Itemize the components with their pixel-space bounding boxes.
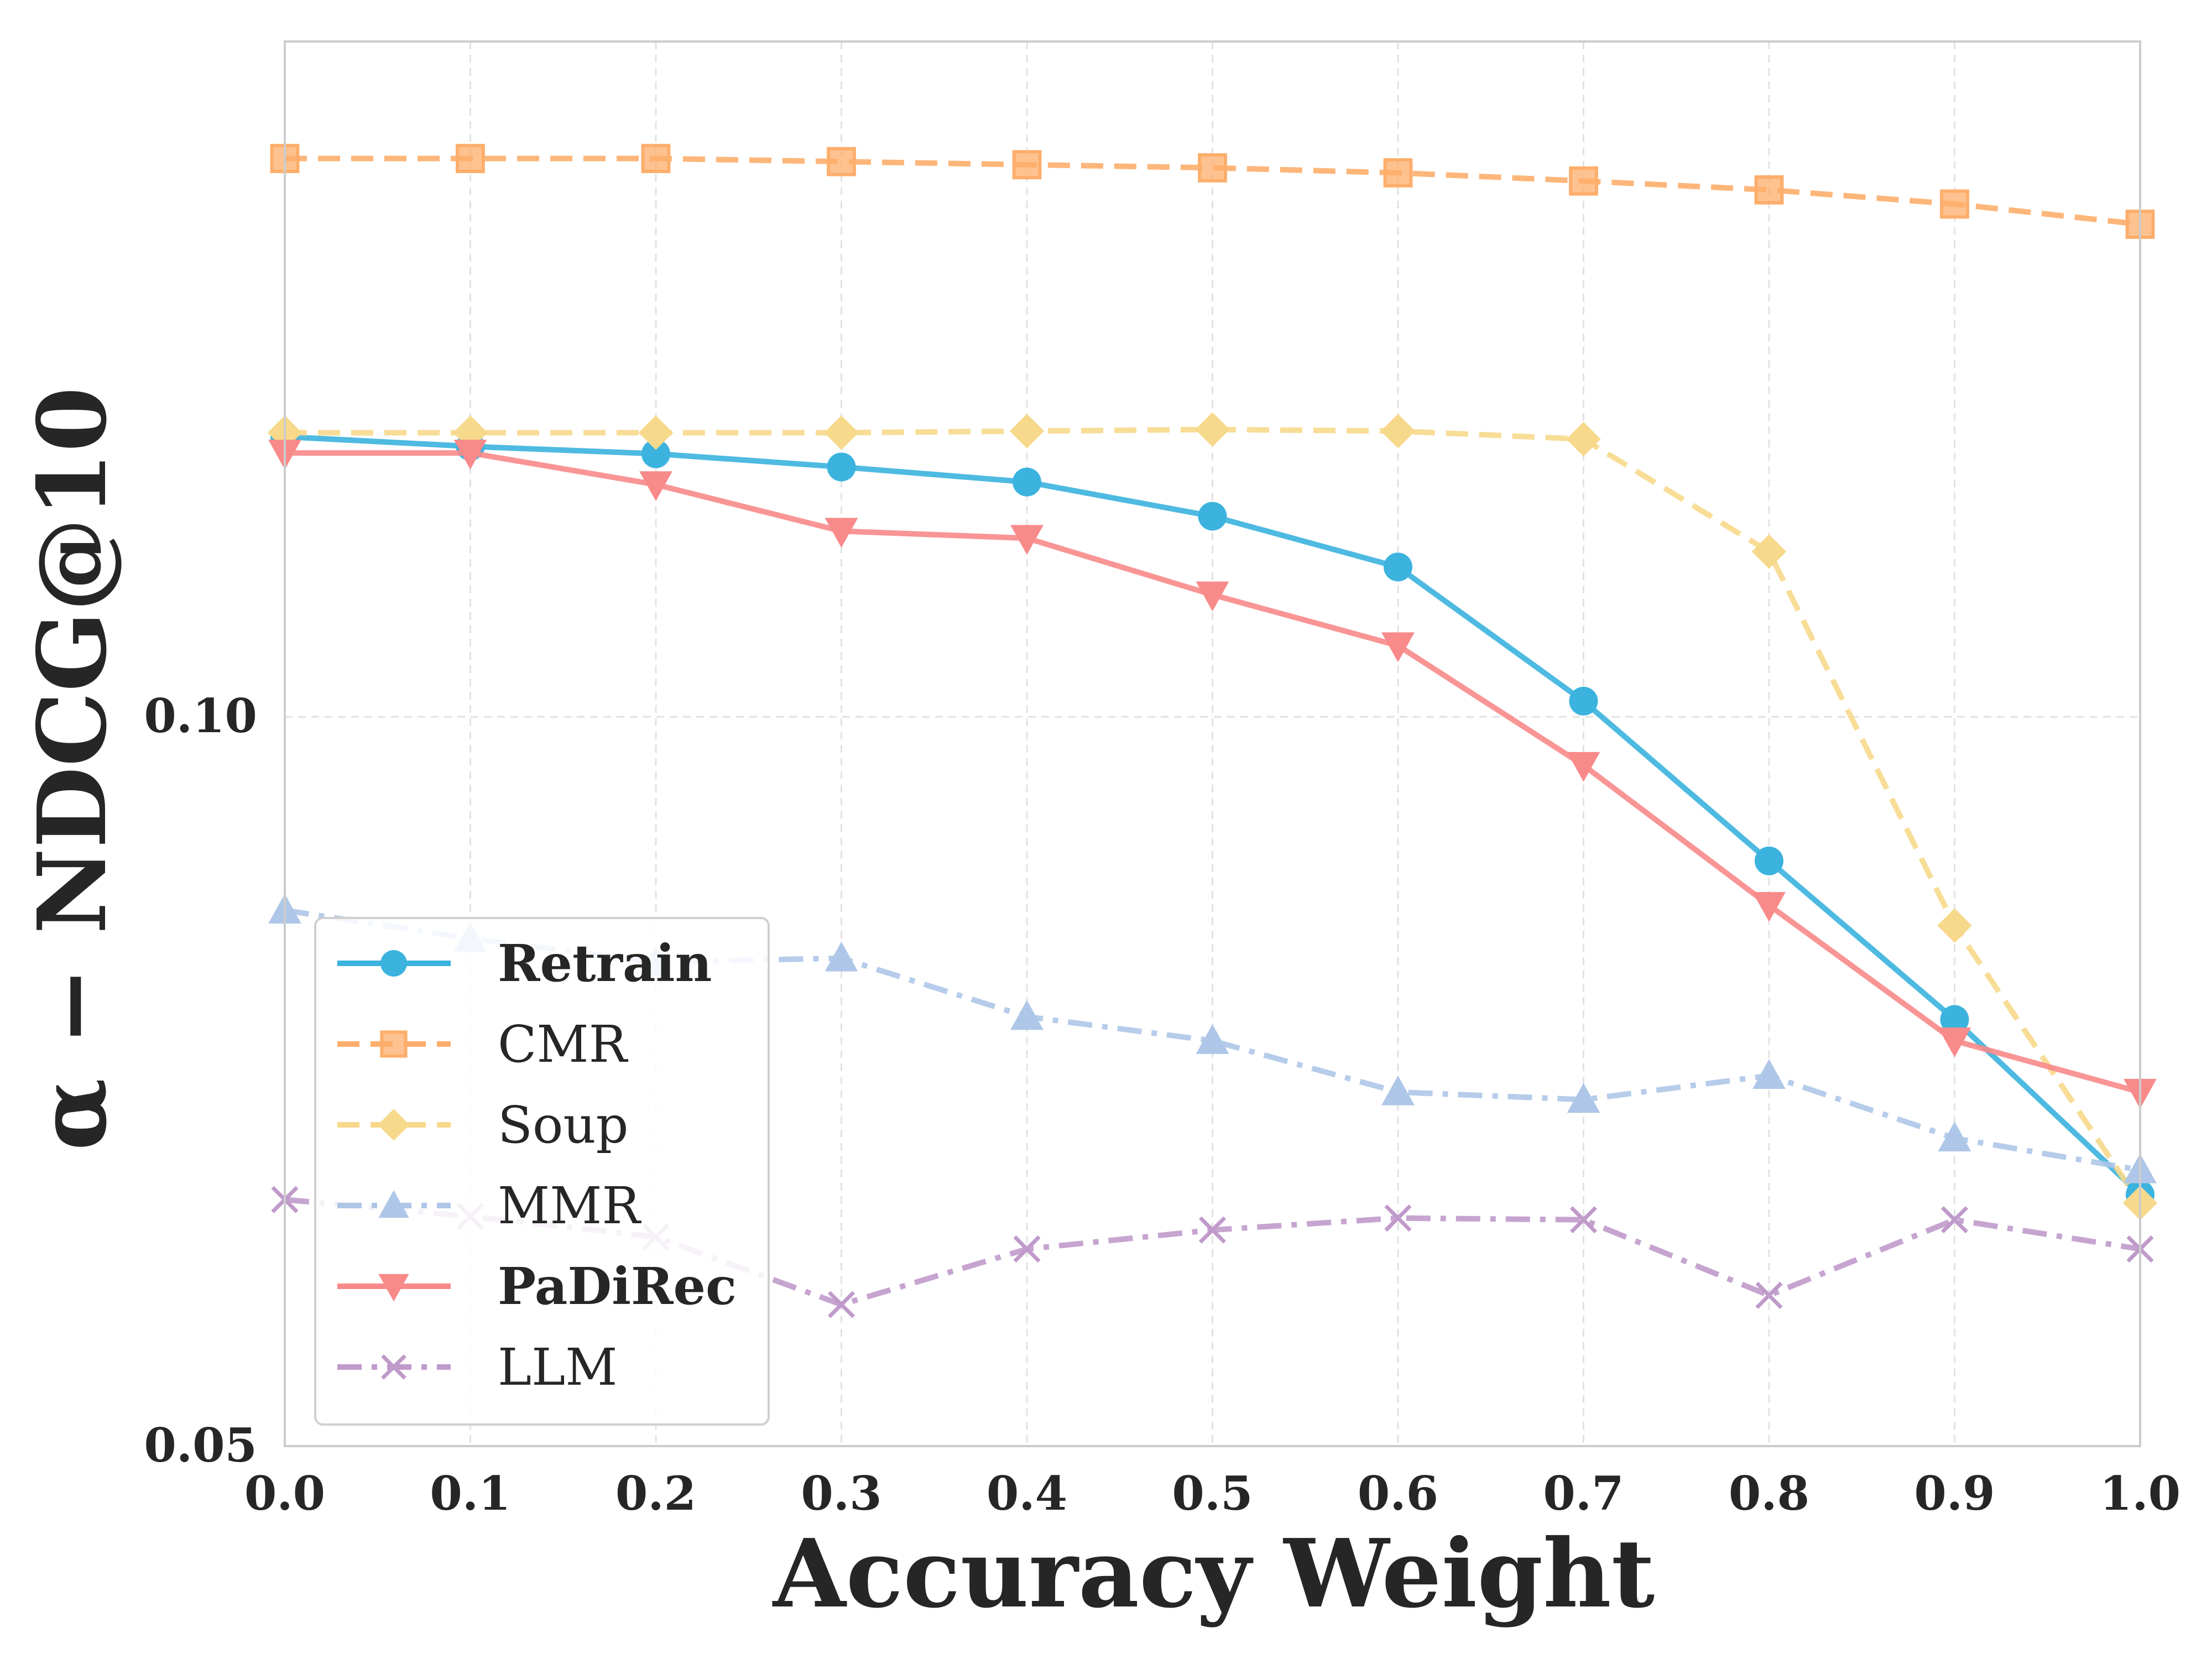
legend-label-soup: Soup bbox=[498, 1095, 629, 1155]
data-point-cmr bbox=[456, 144, 485, 174]
data-point-mmr bbox=[1196, 1024, 1229, 1054]
data-point-padirec bbox=[1196, 581, 1229, 612]
data-point-soup bbox=[1751, 534, 1787, 569]
x-axis-title: Accuracy Weight bbox=[772, 1519, 1655, 1629]
data-point-llm bbox=[1755, 1281, 1783, 1310]
data-point-mmr bbox=[1010, 1000, 1044, 1030]
data-point-retrain bbox=[1569, 686, 1598, 716]
data-point-mmr bbox=[1752, 1059, 1786, 1089]
data-point-cmr bbox=[1012, 150, 1042, 180]
data-point-retrain bbox=[827, 452, 856, 482]
data-point-llm bbox=[1384, 1204, 1412, 1232]
data-point-soup bbox=[1380, 414, 1416, 448]
legend-label-retrain: Retrain bbox=[498, 933, 712, 993]
data-point-padirec bbox=[1752, 892, 1786, 922]
data-point-retrain bbox=[641, 439, 670, 468]
data-point-mmr bbox=[825, 941, 858, 972]
legend-label-padirec: PaDiRec bbox=[498, 1256, 737, 1316]
data-point-padirec bbox=[1938, 1027, 1971, 1057]
series-cmr bbox=[270, 144, 2155, 239]
x-axis-ticks: 0.0 0.1 0.2 0.3 0.4 0.5 0.6 0.7 0.8 0.9 1.0 bbox=[244, 1466, 2180, 1521]
x-tick-label: 0.0 bbox=[244, 1466, 325, 1521]
data-point-soup bbox=[824, 415, 859, 450]
y-tick-label: 0.05 bbox=[144, 1418, 257, 1473]
data-point-soup bbox=[1566, 421, 1601, 457]
data-point-padirec bbox=[1010, 525, 1044, 555]
data-point-soup bbox=[1195, 412, 1230, 447]
legend-box bbox=[314, 917, 770, 1426]
data-point-retrain bbox=[1198, 502, 1227, 531]
data-point-padirec bbox=[453, 440, 487, 470]
data-point-cmr bbox=[1383, 158, 1413, 187]
data-point-padirec bbox=[639, 471, 672, 502]
legend-marker-soup bbox=[378, 1109, 410, 1141]
x-tick-label: 0.9 bbox=[1914, 1466, 1995, 1521]
plot-frame bbox=[284, 40, 2141, 1447]
data-point-cmr bbox=[1940, 189, 1969, 219]
y-tick-label: 0.10 bbox=[144, 688, 257, 743]
series-line-soup bbox=[285, 426, 2143, 1205]
legend-label-mmr: MMR bbox=[498, 1176, 641, 1235]
data-point-llm bbox=[827, 1291, 855, 1318]
legend-label-llm: LLM bbox=[498, 1338, 617, 1397]
data-point-cmr bbox=[1569, 166, 1598, 196]
data-point-padirec bbox=[825, 518, 858, 548]
legend-marker-padirec bbox=[378, 1274, 409, 1302]
x-tick-label: 0.8 bbox=[1729, 1466, 1809, 1521]
data-point-mmr bbox=[1567, 1083, 1600, 1113]
data-point-llm bbox=[1013, 1235, 1041, 1263]
data-point-cmr bbox=[827, 147, 856, 176]
data-point-cmr bbox=[1754, 175, 1784, 205]
legend-marker-retrain bbox=[380, 950, 407, 977]
x-tick-label: 1.0 bbox=[2100, 1466, 2180, 1521]
data-point-cmr bbox=[641, 144, 671, 174]
data-point-mmr bbox=[1381, 1075, 1415, 1105]
data-point-llm bbox=[1569, 1206, 1598, 1234]
data-point-llm bbox=[1940, 1206, 1969, 1234]
x-tick-label: 0.3 bbox=[801, 1466, 881, 1521]
data-point-retrain bbox=[1755, 846, 1783, 875]
x-tick-label: 0.5 bbox=[1172, 1466, 1253, 1521]
legend-marker-llm bbox=[381, 1354, 406, 1380]
data-point-padirec bbox=[1567, 752, 1600, 782]
data-point-retrain bbox=[1384, 552, 1412, 582]
data-point-mmr bbox=[1938, 1121, 1971, 1152]
y-axis-ticks: 0.05 0.10 bbox=[144, 688, 257, 1473]
legend-marker-cmr bbox=[380, 1030, 408, 1058]
x-tick-label: 0.1 bbox=[430, 1466, 510, 1521]
data-point-retrain bbox=[1940, 1005, 1969, 1034]
legend-label-cmr: CMR bbox=[498, 1015, 629, 1074]
x-tick-label: 0.7 bbox=[1543, 1466, 1624, 1521]
data-point-soup bbox=[1009, 414, 1045, 448]
legend-marker-mmr bbox=[378, 1190, 409, 1218]
data-point-llm bbox=[1198, 1216, 1227, 1244]
x-tick-label: 0.6 bbox=[1358, 1466, 1438, 1521]
data-point-retrain bbox=[1013, 467, 1041, 497]
data-point-soup bbox=[1937, 908, 1972, 943]
data-point-soup bbox=[638, 415, 674, 450]
data-point-padirec bbox=[1381, 632, 1415, 662]
series-line-cmr bbox=[285, 155, 2141, 227]
y-axis-title: α − NDCG@10 bbox=[17, 387, 128, 1151]
x-tick-label: 0.2 bbox=[615, 1466, 696, 1521]
legend: Retrain CMR Soup MMR PaDiRec LLM bbox=[314, 917, 770, 1426]
x-tick-label: 0.4 bbox=[987, 1466, 1067, 1521]
data-point-cmr bbox=[1198, 153, 1227, 182]
